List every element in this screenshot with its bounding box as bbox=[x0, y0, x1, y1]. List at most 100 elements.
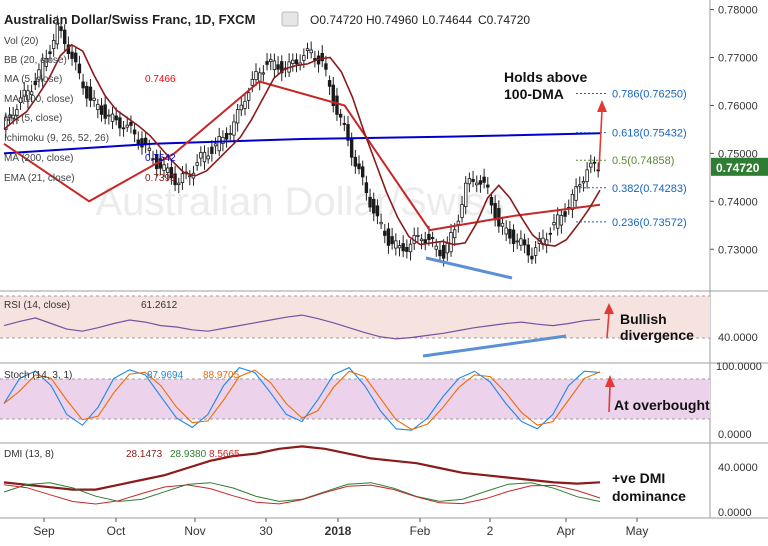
candle-body bbox=[88, 86, 93, 101]
candle-body bbox=[239, 104, 243, 111]
annotation-dmi-line2: dominance bbox=[612, 488, 686, 504]
candle-body bbox=[151, 158, 155, 160]
candle-body bbox=[294, 59, 299, 65]
candle-body bbox=[515, 240, 519, 243]
candle-body bbox=[533, 247, 538, 256]
rsi-line bbox=[3, 314, 601, 340]
indicator-label: MA (100, close) bbox=[4, 94, 73, 105]
candle-body bbox=[188, 175, 192, 178]
candle-body bbox=[74, 52, 78, 63]
price-tick-label: 0.77000 bbox=[718, 53, 758, 65]
candle-body bbox=[430, 237, 435, 240]
dmi-label: DMI (13, 8) bbox=[4, 449, 54, 460]
candle-body bbox=[257, 72, 262, 83]
candle-body bbox=[40, 59, 45, 80]
candle-body bbox=[500, 222, 505, 227]
price-divergence-line bbox=[425, 256, 513, 280]
candle-body bbox=[324, 63, 328, 70]
candle-body bbox=[269, 58, 273, 63]
time-tick-label: 30 bbox=[259, 524, 273, 538]
candle-body bbox=[129, 121, 133, 126]
candle-body bbox=[77, 63, 82, 74]
price-tick-label: 0.76000 bbox=[718, 100, 758, 112]
candle-body bbox=[445, 242, 450, 254]
candle-body bbox=[210, 146, 214, 154]
candle-body bbox=[482, 176, 486, 183]
candle-body bbox=[29, 91, 34, 96]
candle-body bbox=[221, 137, 225, 144]
candle-body bbox=[342, 123, 347, 125]
candle-body bbox=[166, 167, 170, 174]
candle-body bbox=[213, 143, 218, 147]
candle-body bbox=[478, 180, 483, 185]
candle-body bbox=[235, 109, 240, 124]
candle-body bbox=[224, 132, 229, 140]
ohlc-h: H0.74960 bbox=[366, 13, 418, 27]
candle-body bbox=[254, 71, 258, 81]
time-tick-label: Nov bbox=[184, 524, 205, 538]
candle-body bbox=[206, 155, 210, 160]
candle-body bbox=[353, 156, 358, 167]
candle-body bbox=[456, 220, 461, 225]
header-toggle-icon[interactable] bbox=[281, 11, 299, 27]
ohlc-l: L0.74644 bbox=[422, 13, 472, 27]
indicator-label: EMA (21, close) bbox=[4, 173, 75, 184]
candle-body bbox=[349, 137, 354, 158]
annotation-bullish-line1: Bullish bbox=[620, 311, 667, 327]
candle-body bbox=[408, 243, 413, 253]
candle-body bbox=[327, 80, 332, 87]
rsi-band bbox=[0, 296, 710, 338]
candle-body bbox=[574, 186, 578, 201]
candle-body bbox=[331, 84, 335, 106]
candle-body bbox=[504, 227, 508, 235]
indicator-label: Ichimoku (9, 26, 52, 26) bbox=[4, 133, 109, 144]
candle-body bbox=[305, 48, 310, 52]
indicator-labels: Vol (20) BB (20, close) MA (5, close) 0.746… bbox=[4, 36, 176, 184]
time-tick-label: Apr bbox=[557, 524, 576, 538]
indicator-label: MA (5, close) bbox=[4, 113, 62, 124]
candle-body bbox=[81, 81, 85, 89]
candle-body bbox=[508, 228, 512, 239]
price-tick-label: 0.75000 bbox=[718, 148, 758, 160]
candle-body bbox=[147, 147, 152, 151]
candle-body bbox=[386, 228, 391, 246]
indicator-label: BB (20, close) bbox=[4, 55, 67, 66]
candle-body bbox=[180, 173, 185, 184]
candle-body bbox=[346, 124, 350, 141]
moving-averages-layer bbox=[3, 43, 601, 247]
candle-body bbox=[416, 234, 420, 237]
candle-body bbox=[449, 232, 453, 253]
candle-body bbox=[511, 229, 516, 244]
candle-body bbox=[338, 113, 343, 118]
dmi-minus-line bbox=[3, 484, 601, 505]
candle-body bbox=[232, 121, 236, 136]
indicator-label: MA (200, close) bbox=[4, 153, 73, 164]
last-price-label: 0.74720 bbox=[716, 161, 760, 175]
stoch-tick-100: 100.0000 bbox=[716, 361, 762, 373]
candle-body bbox=[372, 198, 376, 214]
candle-body bbox=[489, 196, 494, 206]
candle-body bbox=[581, 181, 586, 184]
candle-body bbox=[438, 249, 442, 257]
annotation-overbought: At overbought bbox=[614, 397, 710, 413]
candle-body bbox=[140, 138, 144, 148]
price-tick-label: 0.74000 bbox=[718, 196, 758, 208]
arrow-stoch-up bbox=[605, 375, 615, 413]
ohlc-c: C0.74720 bbox=[478, 13, 530, 27]
candle-body bbox=[530, 255, 534, 260]
stoch-d-line bbox=[3, 369, 601, 431]
symbol-title: Australian Dollar/Swiss Franc, 1D, FXCM bbox=[4, 12, 255, 27]
candle-body bbox=[320, 53, 324, 62]
arrow-rsi-up bbox=[604, 303, 614, 339]
candle-body bbox=[33, 80, 37, 86]
candle-body bbox=[427, 233, 431, 241]
candle-body bbox=[114, 115, 118, 121]
time-tick-label: Feb bbox=[410, 524, 431, 538]
fib-label: 0.382(0.74283) bbox=[612, 183, 687, 195]
stoch-band bbox=[0, 379, 710, 419]
ma100-line bbox=[3, 80, 601, 232]
candle-body bbox=[475, 182, 479, 186]
fib-label: 0.5(0.74858) bbox=[612, 155, 674, 167]
